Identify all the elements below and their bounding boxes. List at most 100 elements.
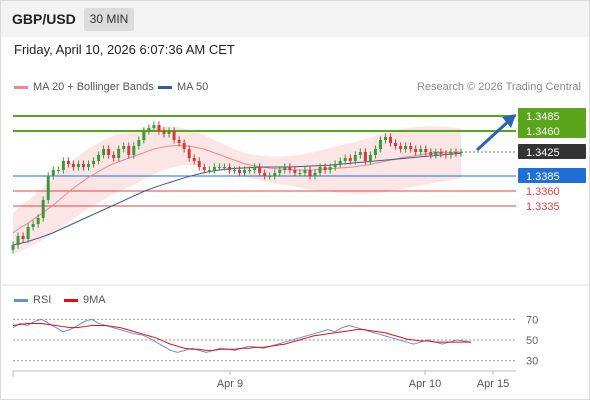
candle-body [102,149,106,155]
legend-ma50: MA 50 [158,81,208,93]
candle-body [147,128,151,131]
legend-ma50-label: MA 50 [177,81,209,93]
candle-body [288,167,292,170]
candle-body [11,245,15,250]
rsi-ma-swatch-icon [64,298,78,302]
candle-body [26,227,30,239]
candle-body [207,170,211,171]
candle-body [202,167,206,170]
level-tag-1.3485 [518,108,586,123]
candle-body [343,158,347,161]
candle-body [394,143,398,146]
candle-body [122,146,126,149]
candle-body [212,167,216,170]
candle-body [449,152,453,155]
candle-body [76,164,80,167]
candle-body [81,164,85,167]
candle-body [419,149,423,152]
x-tick-label: Apr 15 [477,378,509,390]
rsi-level-label-30: 30 [526,356,538,368]
candle-body [107,149,111,155]
legend-rsi-ma-label: 9MA [83,294,106,306]
candle-body [46,176,50,200]
candle-body [404,146,408,149]
level-tag-1.3385 [518,168,586,183]
timeframe-button[interactable]: 30 MIN [84,8,134,31]
candle-body [273,173,277,176]
header-bar: GBP/USD 30 MIN [1,1,589,37]
ma50-line [12,152,462,246]
candle-body [358,152,362,155]
candle-body [353,155,357,161]
candle-body [414,149,418,152]
candle-body [323,167,327,170]
candle-body [278,170,282,173]
candle-body [258,167,262,173]
candle-body [61,161,65,170]
candle-body [409,146,413,149]
candle-body [378,140,382,149]
candle-body [227,167,231,170]
level-label-1.3335: 1.3335 [526,201,560,213]
credit-text: Research © 2026 Trading Central [416,81,581,93]
candle-body [459,152,463,154]
candle-body [117,149,121,158]
rsi-swatch-icon [14,298,28,302]
candle-body [383,137,387,140]
candle-body [348,158,352,161]
candle-body [333,164,337,167]
candle-body [66,161,70,164]
level-label-1.3385: 1.3385 [526,171,560,183]
ma50-swatch-icon [158,85,172,89]
candle-body [253,167,257,170]
candle-body [318,167,322,173]
x-tick-label: Apr 10 [409,378,441,390]
level-label-1.3485: 1.3485 [526,111,560,123]
candle-body [142,131,146,140]
candle-body [444,153,448,155]
candle-body [389,137,393,143]
candle-body [16,236,20,245]
legend-ma20: MA 20 + Bollinger Bands [14,81,154,93]
candle-body [222,167,226,168]
level-tag-1.3425 [518,144,586,159]
candle-body [424,149,428,152]
candle-body [338,161,342,164]
candle-body [268,176,272,177]
candle-body [308,170,312,176]
candle-body [36,218,40,224]
candle-body [92,161,96,164]
legend-rsi-label: RSI [33,294,52,306]
candle-body [434,152,438,155]
candle-body [137,140,141,146]
rsi-ma-line [12,322,471,351]
candle-body [399,146,403,149]
candle-body [51,170,55,176]
legend-rsi-ma: 9MA [64,294,106,306]
candle-body [328,167,332,170]
candle-body [373,149,377,155]
candle-body [167,131,171,134]
ma20-line [12,144,462,234]
candle-body [97,155,101,161]
candle-body [162,131,166,134]
level-label-1.3425: 1.3425 [526,147,560,159]
candle-body [187,149,191,158]
level-label-1.3460: 1.3460 [526,126,560,138]
legend-ma20-label: MA 20 + Bollinger Bands [33,81,154,93]
level-label-1.3360: 1.3360 [526,186,560,198]
candle-body [157,125,161,131]
candle-body [363,152,367,161]
candle-body [56,170,60,171]
rsi-line [12,318,472,353]
candle-body [263,173,267,176]
projection-arrow-head [502,114,516,128]
candle-body [293,170,297,173]
candle-body [248,170,252,171]
candle-body [41,200,45,218]
symbol-label: GBP/USD [12,11,76,27]
candle-body [132,146,136,155]
candle-body [112,155,116,158]
candle-body [283,167,287,170]
